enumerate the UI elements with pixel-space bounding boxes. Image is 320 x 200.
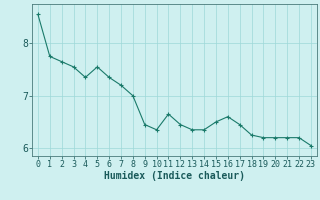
X-axis label: Humidex (Indice chaleur): Humidex (Indice chaleur) [104, 171, 245, 181]
